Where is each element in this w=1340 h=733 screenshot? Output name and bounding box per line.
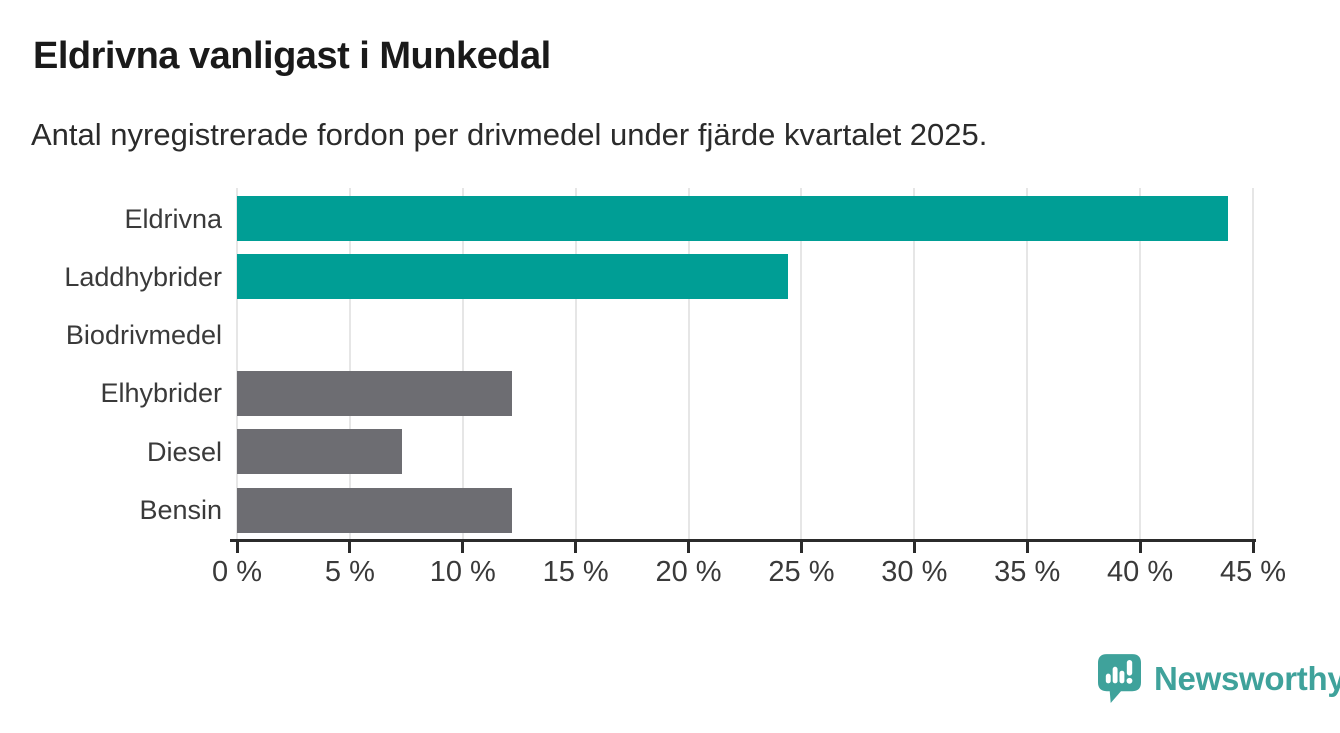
bar-bensin <box>237 487 513 533</box>
gridline-40 <box>1139 188 1142 540</box>
newsworthy-logo-icon <box>1098 654 1141 703</box>
gridline-25 <box>800 188 803 540</box>
x-tick-label-0: 0 % <box>212 556 262 588</box>
x-tick-15 <box>574 539 578 553</box>
category-label-biodrivmedel: Biodrivmedel <box>65 320 222 351</box>
x-tick-0 <box>235 539 239 553</box>
category-label-diesel: Diesel <box>146 436 222 467</box>
x-tick-label-45: 45 % <box>1219 556 1287 588</box>
x-tick-45 <box>1251 539 1255 553</box>
category-label-bensin: Bensin <box>139 495 222 525</box>
gridline-20 <box>687 188 690 540</box>
x-tick-20 <box>687 539 691 553</box>
x-tick-label-25: 25 % <box>768 556 835 588</box>
category-label-laddhybrider: Laddhybrider <box>64 261 222 292</box>
gridline-5 <box>348 188 351 540</box>
gridline-10 <box>461 188 464 540</box>
gridline-45 <box>1252 188 1254 540</box>
newsworthy-brand: Newsworthy <box>1098 654 1340 704</box>
chart-title: Eldrivna vanligast i Munkedal <box>33 35 551 77</box>
gridline-30 <box>913 188 916 540</box>
newsworthy-brand-name: Newsworthy <box>1154 660 1340 697</box>
x-tick-label-40: 40 % <box>1107 556 1174 588</box>
category-label-eldrivna: Eldrivna <box>124 203 222 234</box>
bar-elhybrider <box>237 370 513 416</box>
x-tick-35 <box>1025 539 1029 553</box>
chart-subtitle: Antal nyregistrerade fordon per drivmede… <box>31 117 988 152</box>
x-tick-label-5: 5 % <box>324 556 375 588</box>
x-tick-30 <box>912 539 916 553</box>
bar-eldrivna <box>237 196 1229 241</box>
x-tick-40 <box>1138 539 1142 553</box>
x-tick-label-10: 10 % <box>429 556 496 588</box>
plot-area <box>236 188 1254 540</box>
x-tick-25 <box>799 539 803 553</box>
x-tick-label-30: 30 % <box>881 556 948 588</box>
x-tick-5 <box>348 539 352 553</box>
x-tick-10 <box>461 539 465 553</box>
bar-diesel <box>237 429 402 475</box>
gridline-15 <box>574 188 577 540</box>
gridline-0 <box>236 188 238 540</box>
category-label-elhybrider: Elhybrider <box>100 378 222 409</box>
x-tick-label-35: 35 % <box>994 556 1061 588</box>
bar-laddhybrider <box>237 254 788 300</box>
x-tick-label-20: 20 % <box>655 556 722 588</box>
x-axis-line <box>230 539 1256 542</box>
x-tick-label-15: 15 % <box>542 556 609 588</box>
gridline-35 <box>1026 188 1029 540</box>
